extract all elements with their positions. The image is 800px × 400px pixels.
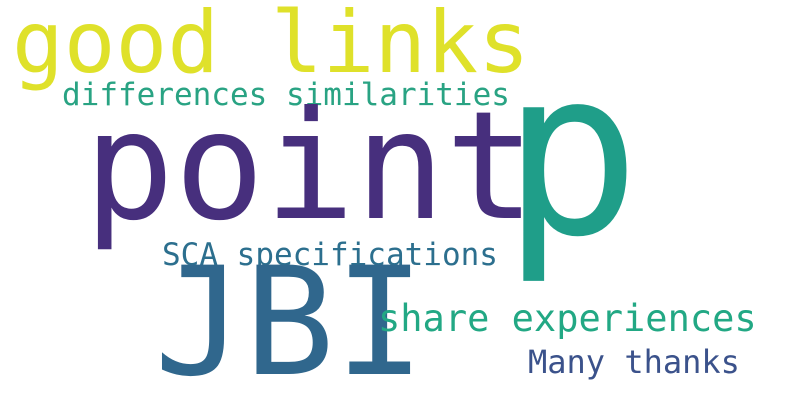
word-good-links: good links <box>12 0 530 93</box>
word-p: p <box>502 21 641 288</box>
word-share-experiences: share experiences <box>378 297 757 340</box>
word-point: point <box>84 80 536 254</box>
word-many-thanks: Many thanks <box>528 343 740 381</box>
word-sca-specifications: SCA specifications <box>162 237 498 273</box>
word-differences-similarities: differences similarities <box>62 77 510 113</box>
word-jbi: JBI <box>154 236 425 400</box>
